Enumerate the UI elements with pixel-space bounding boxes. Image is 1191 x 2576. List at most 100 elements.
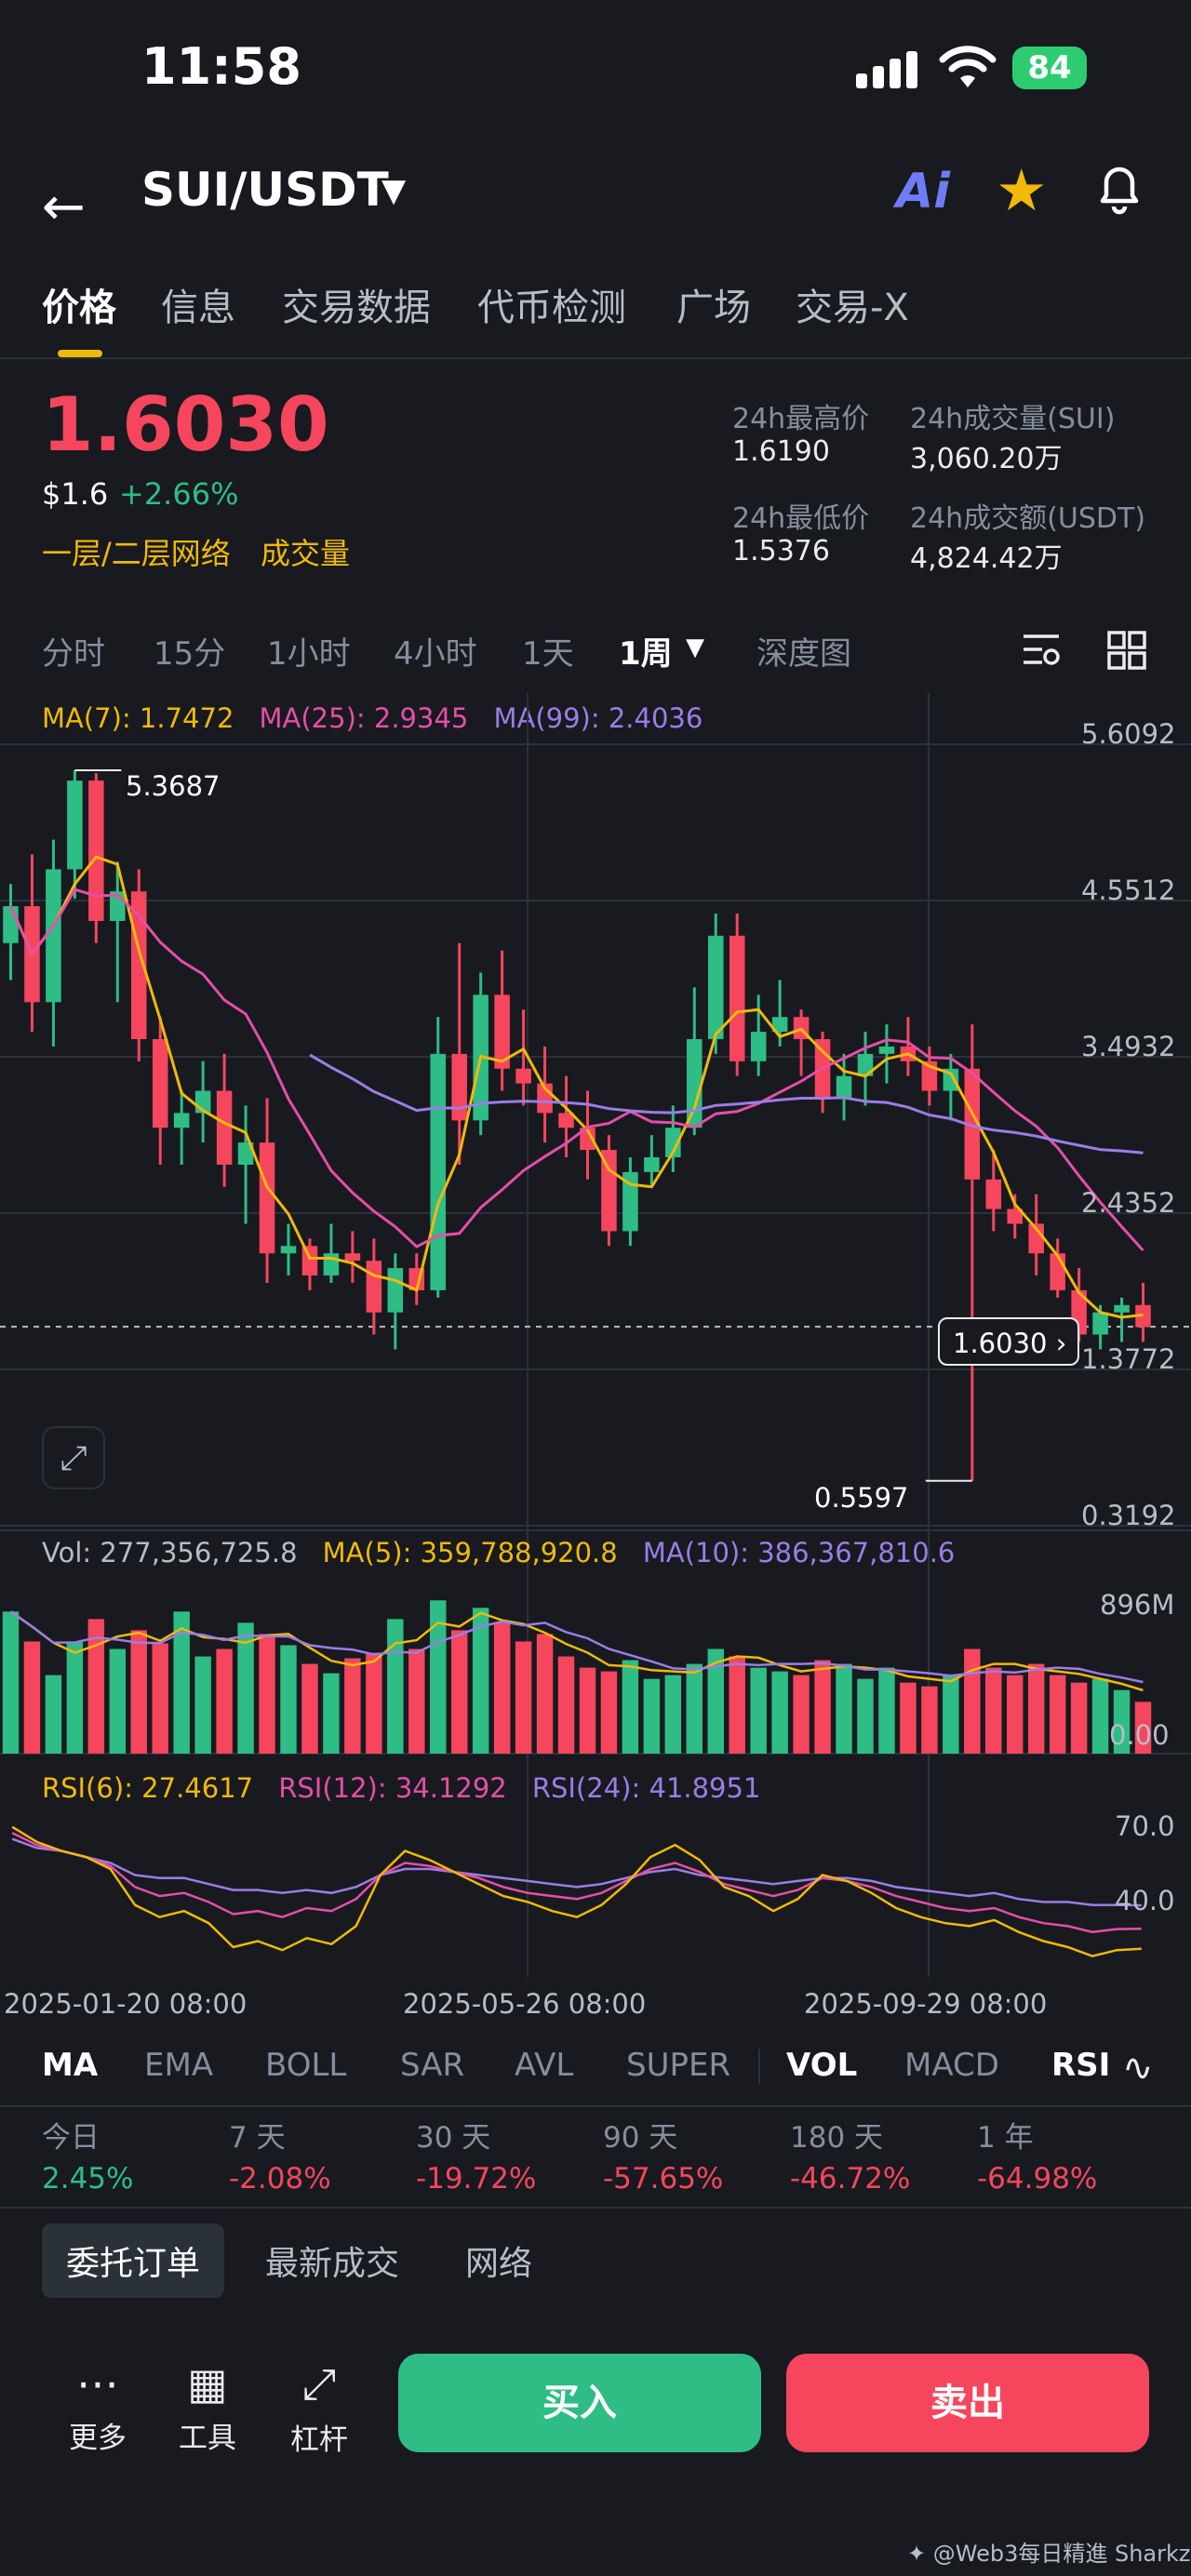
perf-value: -46.72% [790,2162,911,2196]
buy-button[interactable]: 买入 [398,2354,761,2452]
volume-bar [985,1667,1002,1754]
pair-title[interactable]: SUI/USDT [141,163,389,217]
tab-square[interactable]: 广场 [676,287,751,329]
tab-open-orders[interactable]: 委托订单 [42,2223,225,2298]
volume-bar [450,1630,468,1754]
tools-label: 工具 [179,2422,236,2455]
indicator-vol[interactable]: VOL [786,2047,858,2084]
turnover-label: 24h成交额(USDT) [910,502,1146,535]
wifi-icon [939,46,997,87]
tab-info[interactable]: 信息 [161,287,235,329]
volume-bar [45,1675,62,1754]
candle-body [280,1246,297,1254]
volume-bar [23,1641,41,1754]
volume-bar [643,1678,661,1754]
bell-icon[interactable] [1093,160,1145,216]
chevron-down-icon[interactable]: ▼ [686,634,704,661]
candle-body [1092,1312,1108,1335]
tab-price[interactable]: 价格 [42,287,116,329]
interval-depth[interactable]: 深度图 [756,635,851,673]
candle-body [1114,1304,1130,1313]
volume-ma10-line [9,1610,1144,1684]
fullscreen-icon[interactable]: ⤢ [42,1426,105,1489]
price-axis-label: 0.3192 [1081,1500,1176,1531]
price-chart[interactable] [0,693,1191,1995]
max-price-label: 5.3687 [126,770,221,802]
interval-4h[interactable]: 4小时 [394,635,477,673]
indicator-rsi[interactable]: RSI [1051,2047,1111,2084]
price-change: +2.66% [119,476,239,512]
rsi-legend: RSI(6): 27.4617 RSI(12): 34.1292 RSI(24)… [42,1772,760,1804]
candle-body [88,781,104,921]
candle-body [216,1090,233,1165]
rsi24-legend: RSI(24): 41.8951 [531,1772,761,1804]
candle-body [1028,1223,1044,1254]
tab-trade-x[interactable]: 交易-X [796,287,909,329]
indicator-sar[interactable]: SAR [400,2047,465,2084]
tab-token-check[interactable]: 代币检测 [477,287,626,329]
more-button[interactable]: ⋯ 更多 [47,2358,149,2456]
date-label: 2025-09-29 08:00 [804,1988,1048,2020]
indicator-boll[interactable]: BOLL [265,2047,347,2084]
chart-settings-icon[interactable] [1022,631,1061,670]
volume-bar [836,1663,852,1754]
volume-bar [280,1645,297,1754]
indicator-ma[interactable]: MA [42,2047,99,2084]
divider [0,357,1191,359]
back-arrow-icon[interactable]: ← [42,177,86,237]
ma7-line [9,855,1144,1319]
tab-network[interactable]: 网络 [465,2245,533,2283]
indicator-super[interactable]: SUPER [626,2047,731,2084]
candle-body [622,1171,638,1232]
rsi6-line [11,1825,1142,1958]
volume-bar [216,1648,233,1754]
ma25-legend: MA(25): 2.9345 [259,702,469,734]
current-price-tag[interactable]: 1.6030 › [938,1317,1079,1366]
perf-label: 30 天 [416,2121,491,2155]
volume-bar [1007,1675,1024,1754]
indicator-ema[interactable]: EMA [144,2047,214,2084]
sell-button[interactable]: 卖出 [786,2354,1149,2452]
candle-body [323,1253,340,1276]
vol-ma10-legend: MA(10): 386,367,810.6 [642,1537,956,1568]
volume-bar [557,1656,575,1754]
indicator-macd[interactable]: MACD [904,2047,999,2084]
indicator-avl[interactable]: AVL [515,2047,574,2084]
candle-body [3,906,19,943]
turnover-value: 4,824.42万 [910,542,1063,575]
tab-latest-trades[interactable]: 最新成交 [265,2245,400,2283]
interval-1d[interactable]: 1天 [522,635,574,673]
volume-bar [793,1675,810,1754]
perf-value: -64.98% [977,2162,1098,2196]
price-axis-label: 1.3772 [1081,1343,1176,1375]
candle-body [1007,1208,1024,1224]
indicator-settings-icon[interactable]: ∿ [1122,2047,1154,2089]
candle-body [878,1046,895,1054]
perf-value: 2.45% [42,2162,134,2196]
star-icon[interactable]: ★ [996,156,1048,224]
indicator-divider [758,2049,760,2084]
perf-label: 180 天 [790,2121,884,2155]
candle-body [301,1246,318,1276]
low-value: 1.5376 [732,535,830,567]
volume-bar [921,1686,938,1754]
interval-1h[interactable]: 1小时 [267,635,351,673]
volume-bar [1091,1678,1109,1754]
ai-icon[interactable]: Ai [896,164,951,220]
tools-button[interactable]: ▦ 工具 [156,2358,259,2456]
interval-time[interactable]: 分时 [42,635,105,673]
tab-trading-data[interactable]: 交易数据 [282,287,431,329]
battery-icon: 84 [1012,47,1087,89]
category-tag-volume[interactable]: 成交量 [261,536,351,571]
volume-bar [1070,1682,1088,1754]
interval-1w[interactable]: 1周 [619,635,673,673]
volume-bar [943,1675,959,1754]
candle-body [387,1268,404,1313]
chevron-down-icon[interactable]: ▼ [381,172,407,209]
interval-15m[interactable]: 15分 [154,635,226,673]
rsi12-line [11,1832,1142,1934]
leverage-button[interactable]: ⤢ 杠杆 [268,2358,370,2458]
volume-bar [686,1663,703,1754]
grid-layout-icon[interactable] [1107,631,1146,670]
category-tag-network[interactable]: 一层/二层网络 [42,536,231,571]
